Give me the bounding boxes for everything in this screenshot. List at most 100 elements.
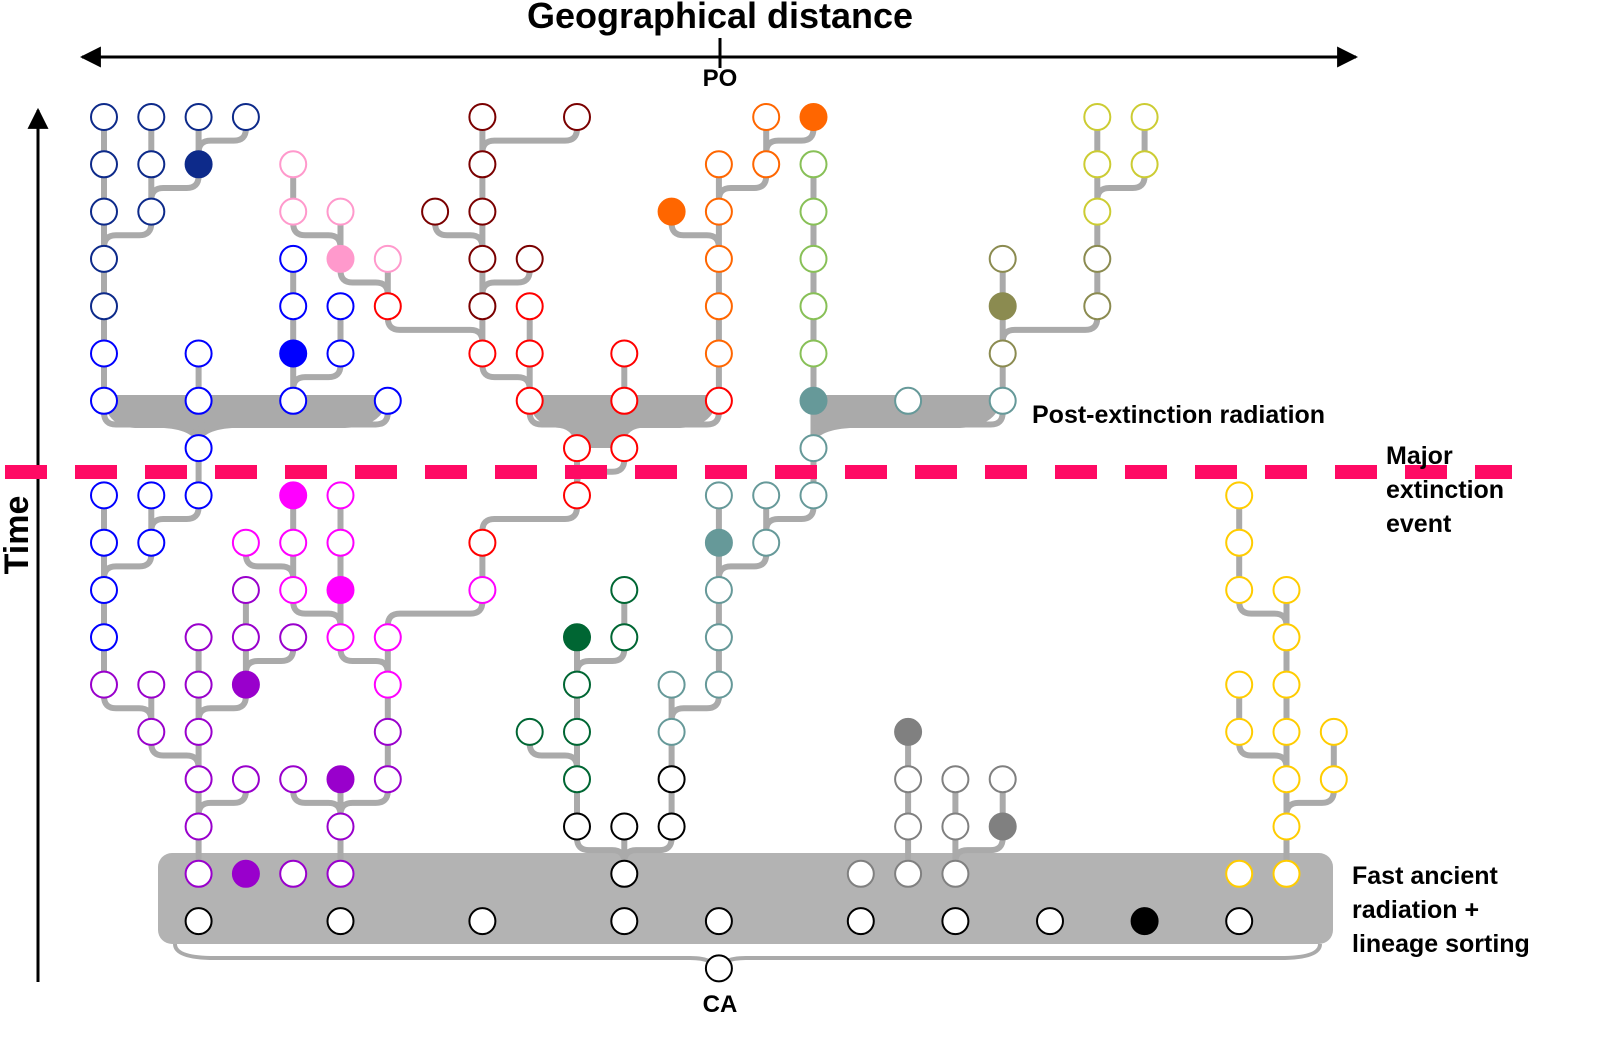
lineage-node [90,292,118,321]
edge [952,826,1006,874]
lineage-node [1083,244,1112,273]
edge [101,684,155,732]
lineage-node [610,386,639,415]
lineage-node [137,717,166,746]
lineage-node [799,197,828,226]
lineage-node [1225,907,1254,936]
edge [574,826,628,874]
lineage-node [704,292,733,321]
edge [101,542,155,590]
lineage-node [326,812,355,841]
edge [384,590,486,638]
lineage-node [563,717,591,746]
lineage-node [799,339,828,368]
nodes [90,103,1348,983]
lineage-node [988,765,1017,794]
lineage-node [894,812,923,841]
lineage-node [326,576,355,604]
lineage-node [563,623,591,652]
lineage-node [704,670,733,699]
lineage-node [1319,765,1348,794]
edge [1283,779,1337,827]
lineage-node [137,481,166,510]
lineage-node [279,244,308,273]
lineage-node [326,765,355,794]
lineage-node [610,576,639,604]
edge [810,400,1006,449]
lineage-node [184,812,213,841]
edge [999,306,1101,354]
lineage-node [515,244,544,273]
lineage-node [184,339,213,368]
lineage-node [90,339,118,368]
lineage-node [1225,717,1254,746]
lineage-node [326,481,355,510]
ancient-label: lineage sorting [1352,930,1530,958]
lineage-node [704,954,733,983]
extinction-label: Major [1386,442,1453,470]
lineage-node [90,386,118,415]
lineage-node [373,244,402,273]
lineage-node [610,859,639,888]
edge [148,495,202,543]
lineage-node [1272,670,1301,699]
lineage-node [326,197,355,226]
lineage-node [468,197,497,226]
lineage-node [704,623,733,652]
lineage-node [90,244,118,273]
edge [574,400,628,449]
lineage-node [468,339,497,368]
lineage-node [941,812,970,841]
lineage-node [563,765,591,794]
lineage-node [752,150,781,179]
lineage-node [468,292,497,321]
lineage-node [657,197,686,226]
lineage-node [704,386,733,415]
lineage-node [799,481,828,510]
lineage-node [1225,859,1254,888]
edge [479,117,580,165]
lineage-node [1083,150,1112,179]
edge [290,211,344,259]
ca-label: CA [703,991,738,1018]
lineage-node [468,907,497,936]
lineage-node [988,339,1017,368]
lineage-node [894,386,923,415]
lineage-node [184,481,213,510]
lineage-node [90,623,118,652]
lineage-node [799,150,828,179]
edge [195,400,391,449]
lineage-node [231,103,260,131]
lineage-node [137,528,166,557]
lineage-node [894,717,923,746]
edge [148,164,202,212]
lineage-node [1130,907,1159,936]
lineage-node [184,859,213,888]
lineage-node [846,907,875,936]
lineage-node [373,292,402,321]
edge [337,779,391,827]
edge [432,211,486,259]
lineage-node [752,481,781,510]
lineage-node [1319,717,1348,746]
lineage-node [373,670,402,699]
lineage-node [279,481,308,510]
lineage-node [894,765,923,794]
lineage-node [184,765,213,794]
lineage-node [752,103,781,131]
lineage-node [326,859,355,888]
post-extinction-label: Post-extinction radiation [1032,401,1325,429]
edge [195,684,249,732]
lineage-node [184,150,213,179]
lineage-node [704,244,733,273]
lineage-node [184,103,213,131]
lineage-node [137,197,166,226]
lineage-node [799,292,828,321]
lineage-node [657,670,686,699]
lineage-node [799,103,828,131]
lineage-node [894,859,923,888]
lineage-node [799,244,828,273]
lineage-node [657,812,686,841]
lineage-node [1225,528,1254,557]
lineage-node [326,244,355,273]
